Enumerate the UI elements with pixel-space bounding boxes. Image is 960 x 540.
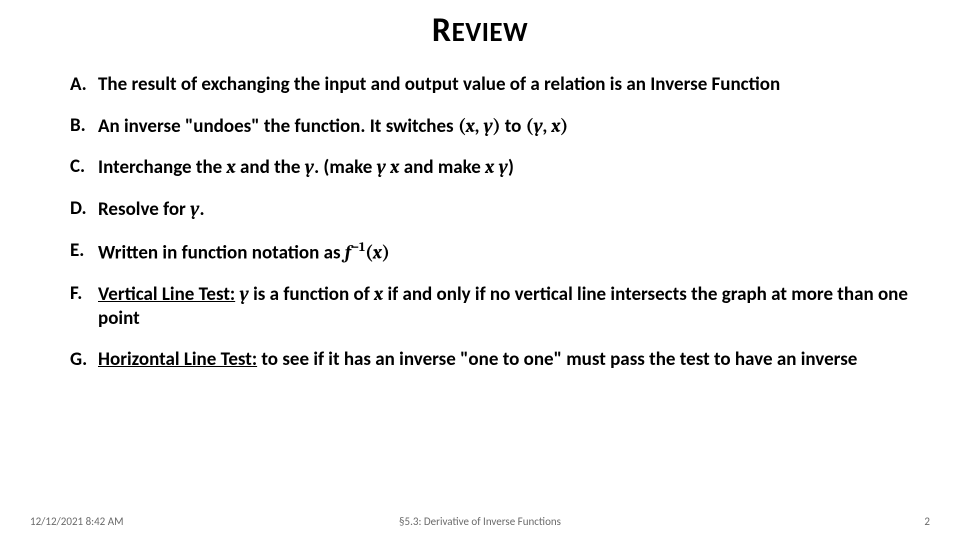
text: The result of exchanging the input and o… [98,73,780,96]
paren: ) [493,115,505,137]
list-item-a: A. The result of exchanging the input an… [70,73,930,98]
review-list: A. The result of exchanging the input an… [30,73,930,373]
list-item-d: D. Resolve for y. [70,197,930,223]
item-marker: A. [70,73,98,98]
title-cap: R [432,10,452,51]
item-marker: E. [70,239,98,266]
text: to see if it has an inverse "one to one"… [257,348,857,371]
list-item-f: F. Vertical Line Test: y is a function o… [70,282,930,332]
exponent: −1 [351,240,365,255]
text: to [505,115,526,138]
title-rest: EVIEW [452,16,528,49]
item-text: Interchange the x and the y. (make y x a… [98,155,930,181]
text: . [199,198,204,221]
var-y: y [533,115,542,137]
var-x: x [466,115,475,137]
item-text: Written in function notation as f−1(x) [98,239,930,266]
var-x: x [551,115,560,137]
var-y: y [305,156,314,178]
page-title: REVIEW [30,10,930,51]
text: Interchange the [98,156,227,179]
item-marker: F. [70,282,98,332]
paren: ) [561,115,569,137]
text: Written in function notation as [98,241,345,264]
text: . (make [314,156,377,179]
var-y: y [499,156,508,178]
item-marker: B. [70,114,98,140]
text: An inverse "undoes" the function. It swi… [98,115,458,138]
item-text: Horizontal Line Test: to see if it has a… [98,348,930,373]
text: ) [508,156,514,179]
slide: REVIEW A. The result of exchanging the i… [0,0,960,540]
item-text: An inverse "undoes" the function. It swi… [98,114,930,140]
item-marker: C. [70,155,98,181]
list-item-e: E. Written in function notation as f−1(x… [70,239,930,266]
item-marker: D. [70,197,98,223]
text: Resolve for [98,198,190,221]
var-y: y [239,283,248,305]
slide-footer: 12/12/2021 8:42 AM §5.3: Derivative of I… [0,515,960,528]
paren: ) [382,241,390,263]
label-underline: Horizontal Line Test: [98,348,257,371]
var-y: y [483,115,492,137]
list-item-c: C. Interchange the x and the y. (make y … [70,155,930,181]
item-text: The result of exchanging the input and o… [98,73,930,98]
item-text: Vertical Line Test: y is a function of x… [98,282,930,332]
footer-section: §5.3: Derivative of Inverse Functions [399,515,561,528]
list-item-b: B. An inverse "undoes" the function. It … [70,114,930,140]
footer-page-number: 2 [924,515,930,528]
item-text: Resolve for y. [98,197,930,223]
var-x: x [374,283,383,305]
text: and the [236,156,305,179]
text: and make [399,156,485,179]
text: is a function of [249,283,374,306]
paren: ( [458,115,466,137]
var-y: y [377,156,386,178]
footer-timestamp: 12/12/2021 8:42 AM [30,515,124,528]
var-x: x [227,156,236,178]
item-marker: G. [70,348,98,373]
var-x: x [485,156,494,178]
paren: ( [365,241,373,263]
list-item-g: G. Horizontal Line Test: to see if it ha… [70,348,930,373]
var-x: x [373,241,382,263]
label-underline: Vertical Line Test: [98,283,235,306]
